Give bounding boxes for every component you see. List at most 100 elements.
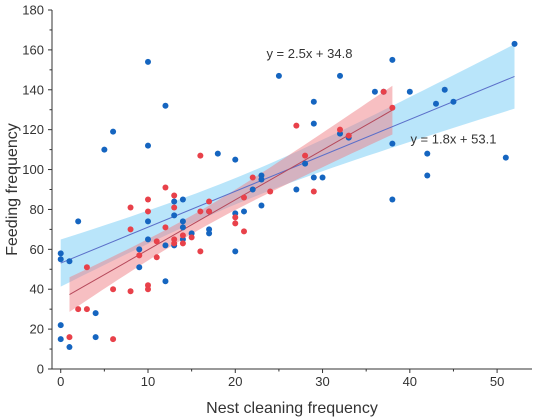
data-points bbox=[57, 40, 518, 351]
data-point bbox=[293, 122, 300, 129]
data-point bbox=[232, 220, 239, 227]
equation-annotation: y = 2.5x + 34.8 bbox=[266, 46, 352, 61]
y-tick-label: 100 bbox=[22, 162, 44, 177]
data-point bbox=[249, 186, 256, 193]
data-point bbox=[406, 88, 413, 95]
y-tick-label: 60 bbox=[30, 242, 44, 257]
regression-line bbox=[69, 109, 393, 296]
data-point bbox=[179, 196, 186, 203]
data-point bbox=[241, 228, 247, 235]
data-point bbox=[310, 98, 317, 105]
data-point bbox=[57, 256, 64, 263]
data-point bbox=[171, 204, 178, 211]
y-tick-label: 0 bbox=[37, 362, 44, 377]
x-tick-label: 0 bbox=[57, 374, 64, 389]
data-point bbox=[179, 224, 186, 231]
data-point bbox=[258, 176, 265, 183]
data-point bbox=[75, 218, 82, 225]
data-point bbox=[153, 238, 160, 245]
data-point bbox=[310, 188, 317, 195]
data-point bbox=[214, 150, 221, 157]
data-point bbox=[450, 98, 457, 105]
data-point bbox=[75, 306, 82, 313]
data-point bbox=[110, 286, 117, 293]
data-point bbox=[206, 198, 213, 205]
data-point bbox=[371, 88, 378, 95]
data-point bbox=[162, 184, 169, 191]
data-point bbox=[145, 218, 151, 225]
data-point bbox=[127, 204, 134, 211]
data-point bbox=[433, 100, 439, 107]
equation-annotation: y = 1.8x + 53.1 bbox=[410, 132, 496, 147]
data-point bbox=[145, 196, 151, 203]
data-point bbox=[162, 224, 169, 231]
data-point bbox=[197, 248, 204, 255]
data-point bbox=[145, 286, 151, 293]
data-point bbox=[511, 40, 518, 47]
data-point bbox=[110, 128, 117, 135]
y-tick-label: 140 bbox=[22, 82, 44, 97]
data-point bbox=[275, 72, 282, 79]
data-point bbox=[206, 230, 213, 237]
confidence-band bbox=[69, 85, 393, 312]
data-point bbox=[206, 208, 213, 215]
data-point bbox=[57, 336, 64, 343]
data-point bbox=[162, 278, 169, 285]
data-point bbox=[232, 248, 239, 255]
x-tick-label: 20 bbox=[228, 374, 242, 389]
data-point bbox=[136, 264, 143, 271]
data-point bbox=[110, 336, 117, 343]
data-point bbox=[424, 172, 431, 179]
data-point bbox=[162, 242, 169, 249]
data-point bbox=[241, 208, 247, 215]
data-point bbox=[171, 192, 178, 199]
confidence-bands bbox=[60, 44, 515, 312]
y-tick-label: 40 bbox=[30, 282, 44, 297]
data-point bbox=[249, 174, 256, 181]
x-tick-label: 50 bbox=[490, 374, 504, 389]
data-point bbox=[310, 174, 317, 181]
data-point bbox=[319, 174, 326, 181]
data-point bbox=[127, 288, 134, 295]
data-point bbox=[145, 208, 151, 215]
data-point bbox=[127, 226, 134, 233]
data-point bbox=[57, 322, 64, 329]
data-point bbox=[345, 132, 352, 139]
tick-labels: 0 10 20 30 40 50 0 20 40 60 80 100 120 140 160 180 bbox=[22, 3, 504, 390]
data-point bbox=[92, 334, 99, 341]
data-point bbox=[197, 152, 204, 159]
data-point bbox=[145, 58, 151, 65]
data-point bbox=[258, 202, 265, 209]
data-point bbox=[66, 334, 73, 341]
data-point bbox=[179, 232, 186, 239]
data-point bbox=[145, 236, 151, 243]
data-point bbox=[83, 306, 90, 313]
y-tick-label: 20 bbox=[30, 322, 44, 337]
data-point bbox=[171, 198, 178, 205]
y-tick-label: 120 bbox=[22, 122, 44, 137]
regression-lines bbox=[60, 75, 515, 296]
data-point bbox=[136, 246, 143, 253]
data-point bbox=[57, 250, 64, 257]
data-point bbox=[101, 146, 108, 153]
data-point bbox=[66, 258, 73, 265]
x-tick-label: 40 bbox=[403, 374, 417, 389]
data-point bbox=[232, 214, 239, 221]
x-tick-label: 10 bbox=[141, 374, 155, 389]
data-point bbox=[179, 218, 186, 225]
data-point bbox=[293, 186, 300, 193]
data-point bbox=[389, 104, 396, 111]
data-point bbox=[171, 240, 178, 247]
data-point bbox=[83, 264, 90, 271]
data-point bbox=[337, 126, 343, 133]
x-tick-label: 30 bbox=[315, 374, 329, 389]
data-point bbox=[171, 212, 178, 219]
data-point bbox=[136, 252, 143, 259]
y-axis-label: Feeding frequency bbox=[4, 123, 21, 256]
data-point bbox=[502, 154, 509, 161]
y-tick-label: 160 bbox=[22, 42, 44, 57]
data-point bbox=[389, 140, 396, 147]
data-point bbox=[92, 310, 99, 317]
data-point bbox=[302, 152, 309, 159]
